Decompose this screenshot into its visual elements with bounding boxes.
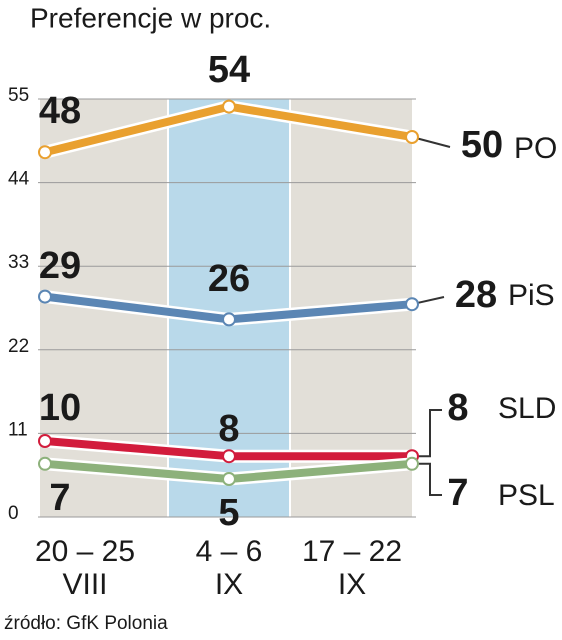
y-tick-label: 11 xyxy=(8,419,28,440)
x-tick-label: 17 – 22 xyxy=(302,535,402,568)
y-tick-label: 33 xyxy=(8,252,29,273)
point xyxy=(222,312,236,327)
point xyxy=(38,145,52,160)
legend-label: PSL xyxy=(498,479,555,512)
connector xyxy=(412,462,442,496)
point xyxy=(405,297,419,312)
value-label: 8 xyxy=(218,408,239,450)
legend-label: PiS xyxy=(508,279,555,312)
end-value-label: 28 xyxy=(455,274,497,316)
point xyxy=(38,456,52,471)
y-tick-label: 55 xyxy=(8,85,29,106)
point xyxy=(222,472,236,486)
x-tick-label: 20 – 25 xyxy=(35,535,135,568)
legend-label: PO xyxy=(514,132,557,165)
end-value-label: 8 xyxy=(447,387,468,429)
y-tick-label: 22 xyxy=(8,336,29,357)
x-tick-label: VIII xyxy=(62,568,107,601)
point xyxy=(38,289,52,304)
value-label: 26 xyxy=(208,258,250,300)
source: źródło: GfK Polonia xyxy=(4,613,168,634)
x-tick-label: IX xyxy=(215,568,243,601)
value-label: 48 xyxy=(39,90,81,132)
point xyxy=(222,449,236,464)
end-value-label: 50 xyxy=(461,124,503,166)
legend-label: SLD xyxy=(498,392,556,425)
x-tick-label: 4 – 6 xyxy=(196,535,263,568)
connector xyxy=(412,409,442,458)
x-tick-label: IX xyxy=(338,568,366,601)
value-label: 10 xyxy=(39,387,81,429)
value-label: 54 xyxy=(208,49,250,91)
end-value-label: 7 xyxy=(447,472,468,514)
y-tick-label: 0 xyxy=(8,503,19,524)
y-tick-label: 44 xyxy=(8,169,30,190)
value-label: 5 xyxy=(218,492,239,534)
point xyxy=(222,99,236,114)
value-label: 7 xyxy=(49,477,70,519)
point xyxy=(405,130,419,144)
chart-title: Preferencje w proc. xyxy=(30,2,271,33)
point xyxy=(38,434,52,448)
value-label: 29 xyxy=(39,245,81,287)
point xyxy=(405,456,419,471)
